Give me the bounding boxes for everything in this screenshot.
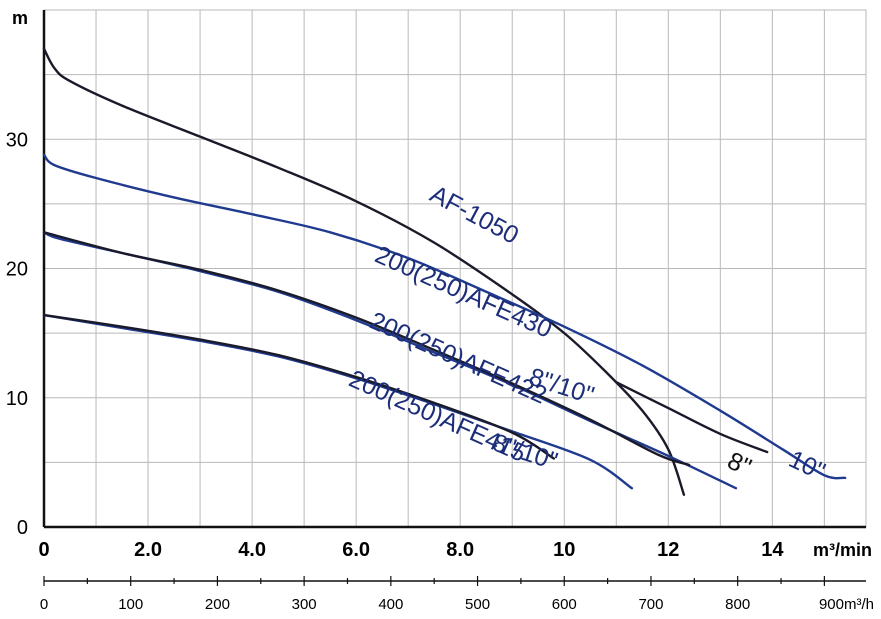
secondary-tick-label: 500 [465,596,490,613]
y-tick-label: 30 [6,129,28,151]
secondary-axis: 0 100 200 300 400 500 600 700 800 900m³/h [40,576,874,613]
x-axis-unit: m³/min [813,540,872,560]
secondary-tick-label: 100 [118,596,143,613]
x-tick-label: 4.0 [238,539,266,561]
curve-label: 10" [784,445,829,486]
secondary-tick-label: 200 [205,596,230,613]
curve-200-250-afe415-8-10- [42,313,556,460]
x-tick-label: 0 [38,539,49,561]
x-tick-label: 6.0 [342,539,370,561]
curve-200-250-afe422-8-10- [42,231,691,467]
x-tick-label: 12 [657,539,679,561]
y-tick-label: 20 [6,259,28,281]
axes [42,9,867,529]
grid [44,10,866,527]
secondary-tick-label: 800 [725,596,750,613]
y-tick-label: 10 [6,388,28,410]
curve-label: 8" [723,447,755,482]
curve-label: AF-1050 [425,180,523,250]
secondary-tick-label: 400 [378,596,403,613]
x-tick-label: 10 [553,539,575,561]
curve-200-250-afe415 [42,313,634,490]
tick-labels: 0 10 20 30 m 0 2.0 4.0 6.0 8.0 10 12 14 m³/min [6,8,872,561]
secondary-tick-label: 0 [40,596,48,613]
secondary-axis-unit: 900m³/h [819,596,874,613]
x-tick-label: 8.0 [446,539,474,561]
curve-200-250-afe430-8- [615,381,769,454]
curve-200-250-afe430 [42,153,847,480]
curve-af-1050 [42,47,686,496]
secondary-tick-label: 700 [638,596,663,613]
secondary-tick-label: 300 [292,596,317,613]
y-tick-label: 0 [17,517,28,539]
x-tick-label: 2.0 [134,539,162,561]
secondary-tick-label: 600 [552,596,577,613]
curves [42,47,847,496]
x-tick-label: 14 [761,539,784,561]
y-axis-unit: m [12,8,28,28]
